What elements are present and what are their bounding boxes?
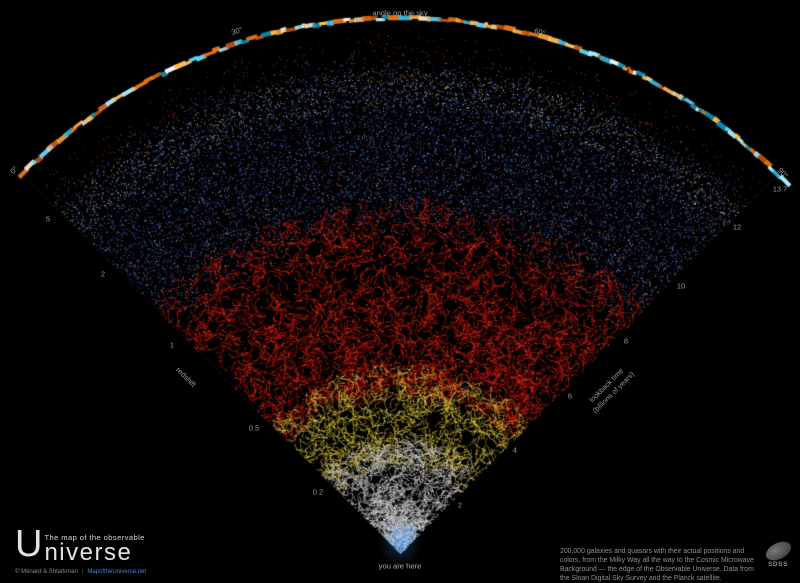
lookback-tick: 8 [623, 336, 629, 346]
logo-tagline: The map of the observable [44, 533, 145, 542]
credit-row: © Ménard & Shtarkman | MapoftheUniverse.… [15, 569, 146, 575]
sdss-label: SDSS [767, 561, 789, 568]
lookback-tick: 4 [512, 445, 518, 455]
redshift-tick: 0.5 [248, 423, 260, 433]
copyright-text: © Ménard & Shtarkman [15, 568, 78, 575]
logo-initial: U [15, 523, 43, 565]
redshift-tick: 2 [100, 269, 106, 279]
lookback-tick: 12 [732, 222, 742, 232]
logo-block: U The map of the observable niverse © Mé… [15, 523, 146, 575]
you-are-here-label: you are here [378, 561, 422, 571]
logo-title-rest: niverse [44, 539, 133, 566]
logo-title: U The map of the observable niverse [15, 523, 146, 566]
angle-axis-label: angle on the sky [372, 8, 428, 18]
website-link[interactable]: MapoftheUniverse.net [87, 568, 147, 575]
lookback-tick: 2 [457, 500, 463, 510]
lookback-tick: 13.7 [772, 184, 788, 194]
redshift-tick: 5 [45, 214, 51, 224]
lookback-tick: 6 [567, 391, 573, 401]
redshift-tick: 1 [169, 340, 175, 350]
lookback-tick: 10 [676, 281, 686, 291]
redshift-tick: 0.2 [312, 487, 324, 497]
description-text: 200,000 galaxies and quasars with their … [560, 548, 754, 583]
credit-divider: | [81, 568, 84, 575]
sdss-logo: SDSS [761, 537, 795, 568]
